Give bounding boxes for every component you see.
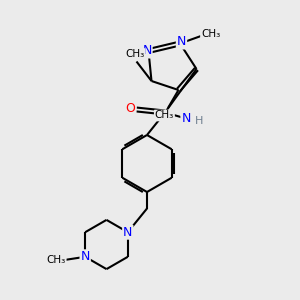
Text: CH₃: CH₃: [46, 255, 66, 265]
Text: N: N: [142, 44, 152, 58]
Text: N: N: [181, 112, 191, 125]
Text: H: H: [194, 116, 203, 127]
Text: O: O: [126, 101, 135, 115]
Text: N: N: [123, 226, 133, 239]
Text: N: N: [177, 35, 186, 49]
Text: CH₃: CH₃: [125, 49, 145, 59]
Text: N: N: [80, 250, 90, 263]
Text: CH₃: CH₃: [201, 29, 220, 40]
Text: CH₃: CH₃: [155, 110, 174, 121]
